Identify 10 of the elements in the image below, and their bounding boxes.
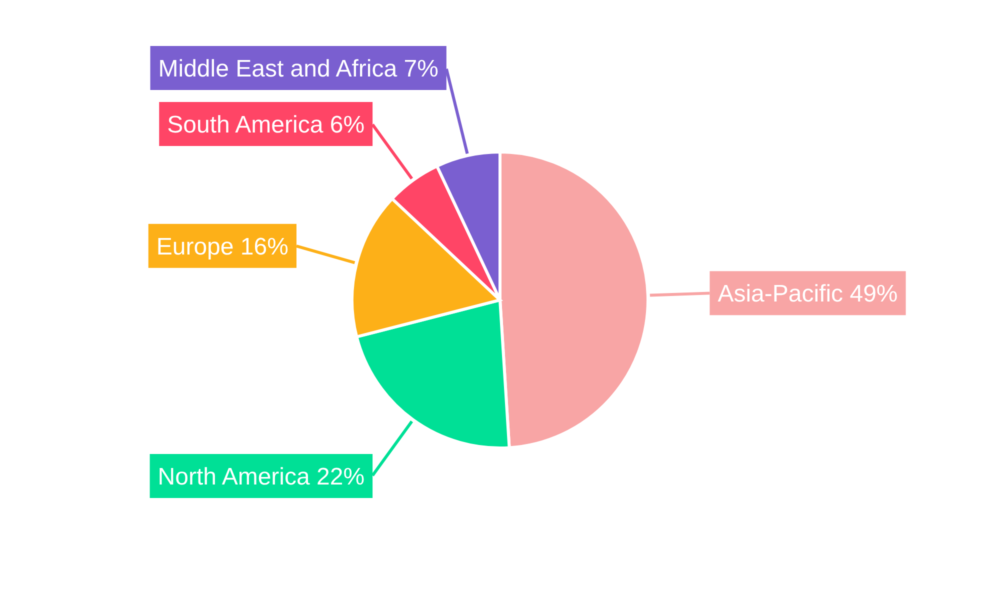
slice-label: Middle East and Africa bbox=[158, 55, 404, 82]
data-label: 49% bbox=[850, 280, 898, 308]
data-label: 22% bbox=[316, 463, 365, 490]
slice-label: South America bbox=[167, 111, 330, 138]
data-label: 6% bbox=[330, 111, 365, 138]
slice-label: Europe bbox=[156, 233, 240, 260]
slice-label: North America bbox=[158, 463, 317, 490]
data-label: 16% bbox=[240, 233, 288, 260]
slice-label: Asia-Pacific bbox=[718, 280, 850, 308]
data-label: 7% bbox=[404, 55, 438, 82]
